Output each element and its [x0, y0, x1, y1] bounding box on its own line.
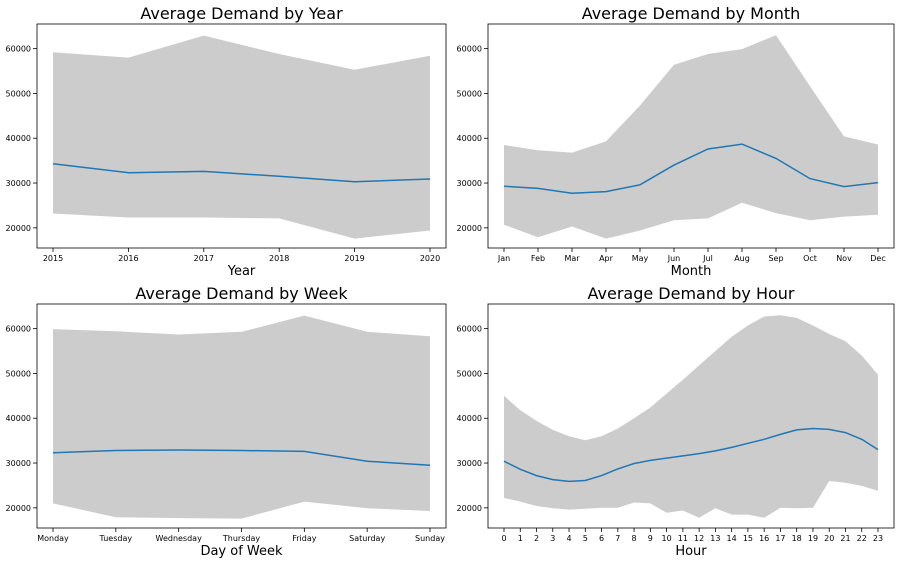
- chart-title: Average Demand by Hour: [588, 284, 795, 303]
- x-tick-label: Nov: [836, 254, 852, 263]
- axes-frame: [36, 23, 447, 249]
- x-tick-label: 7: [615, 534, 620, 543]
- chart-title: Average Demand by Month: [582, 4, 801, 23]
- x-tick-label: Monday: [37, 534, 69, 543]
- x-axis-label: Year: [227, 264, 256, 279]
- y-tick-label: 20000: [6, 504, 31, 513]
- x-tick-label: 1: [518, 534, 523, 543]
- x-tick-label: Dec: [870, 254, 885, 263]
- y-tick-label: 20000: [6, 224, 31, 233]
- chart-title: Average Demand by Week: [135, 284, 348, 303]
- x-tick-label: 2017: [194, 254, 214, 263]
- x-tick-label: Aug: [734, 254, 750, 263]
- y-tick-label: 60000: [457, 325, 482, 334]
- y-tick-label: 60000: [6, 325, 31, 334]
- confidence-band: [504, 35, 878, 239]
- x-tick-label: 4: [566, 534, 571, 543]
- axes-frame: [487, 303, 895, 529]
- x-tick-label: Apr: [599, 254, 614, 263]
- x-tick-label: 2018: [269, 254, 289, 263]
- x-tick-label: Oct: [803, 254, 817, 263]
- y-tick-label: 50000: [6, 89, 31, 98]
- y-tick-label: 50000: [457, 369, 482, 378]
- chart-week-svg: 20000 30000 40000 50000 60000 Monday Tuesday We…: [6, 284, 447, 559]
- confidence-band: [53, 35, 430, 239]
- chart-title: Average Demand by Year: [140, 4, 343, 23]
- x-tick-label: 21: [840, 534, 850, 543]
- y-tick-label: 30000: [6, 179, 31, 188]
- x-tick-label: 18: [792, 534, 802, 543]
- x-tick-label: 8: [632, 534, 637, 543]
- x-tick-label: Jan: [497, 254, 510, 263]
- x-tick-label: May: [632, 254, 649, 263]
- x-axis-label: Day of Week: [200, 544, 283, 559]
- x-tick-label: 10: [662, 534, 672, 543]
- axes-frame: [487, 23, 895, 249]
- y-tick-label: 40000: [457, 414, 482, 423]
- y-tick-label: 30000: [457, 459, 482, 468]
- x-tick-label: Mar: [564, 254, 580, 263]
- x-tick-label: Feb: [531, 254, 545, 263]
- chart-month: 20000 30000 40000 50000 60000 Jan Feb Mar Apr May…: [451, 0, 902, 280]
- x-tick-label: 22: [857, 534, 867, 543]
- chart-year-svg: 20000 30000 40000 50000 60000 2015 2016 2017 201…: [6, 4, 447, 279]
- chart-month-svg: 20000 30000 40000 50000 60000 Jan Feb Mar Apr May…: [457, 4, 895, 279]
- x-tick-label: 9: [648, 534, 653, 543]
- chart-hour: 20000 30000 40000 50000 60000 0 1 2 3 4 5 6 7 8 9 10 11 1…: [451, 280, 902, 561]
- y-tick-label: 40000: [6, 134, 31, 143]
- x-tick-label: Saturday: [349, 534, 385, 543]
- demand-line: [503, 143, 879, 195]
- y-tick-label: 50000: [6, 369, 31, 378]
- x-tick-label: 16: [759, 534, 769, 543]
- x-tick-label: 2019: [344, 254, 364, 263]
- x-tick-label: 2015: [43, 254, 63, 263]
- demand-line: [52, 163, 431, 183]
- x-tick-label: 5: [583, 534, 588, 543]
- x-tick-label: 23: [873, 534, 883, 543]
- x-tick-label: Sunday: [415, 534, 445, 543]
- x-tick-label: Wednesday: [156, 534, 203, 543]
- y-tick-label: 30000: [6, 459, 31, 468]
- chart-year: 20000 30000 40000 50000 60000 2015 2016 2017 201…: [0, 0, 451, 280]
- y-tick-label: 50000: [457, 89, 482, 98]
- x-tick-label: Thursday: [222, 534, 260, 543]
- y-tick-label: 60000: [6, 45, 31, 54]
- x-tick-label: Sep: [768, 254, 783, 263]
- x-tick-label: 0: [501, 534, 506, 543]
- x-tick-label: 2016: [118, 254, 138, 263]
- x-tick-label: 2: [534, 534, 539, 543]
- x-tick-label: 20: [824, 534, 834, 543]
- x-tick-label: Jun: [667, 254, 681, 263]
- y-tick-label: 30000: [457, 179, 482, 188]
- y-tick-label: 60000: [457, 45, 482, 54]
- x-tick-label: 17: [775, 534, 785, 543]
- x-axis-label: Hour: [675, 544, 707, 559]
- x-tick-label: 14: [727, 534, 737, 543]
- y-tick-label: 20000: [457, 504, 482, 513]
- y-tick-label: 40000: [6, 414, 31, 423]
- y-tick-label: 20000: [457, 224, 482, 233]
- x-tick-label: 11: [678, 534, 688, 543]
- x-tick-label: 15: [743, 534, 753, 543]
- x-tick-label: 3: [550, 534, 555, 543]
- x-tick-label: 6: [599, 534, 604, 543]
- y-tick-label: 40000: [457, 134, 482, 143]
- x-tick-label: 2020: [420, 254, 440, 263]
- demand-line: [52, 449, 431, 467]
- demand-line: [503, 427, 879, 483]
- x-tick-label: 13: [710, 534, 720, 543]
- x-tick-label: 19: [808, 534, 818, 543]
- x-axis-label: Month: [671, 264, 712, 279]
- chart-week: 20000 30000 40000 50000 60000 Monday Tuesday We…: [0, 280, 451, 561]
- x-tick-label: Jul: [702, 254, 713, 263]
- confidence-band: [53, 315, 430, 519]
- x-tick-label: Friday: [292, 534, 317, 543]
- x-tick-label: 12: [694, 534, 704, 543]
- confidence-band: [504, 315, 878, 518]
- x-tick-label: Tuesday: [99, 534, 133, 543]
